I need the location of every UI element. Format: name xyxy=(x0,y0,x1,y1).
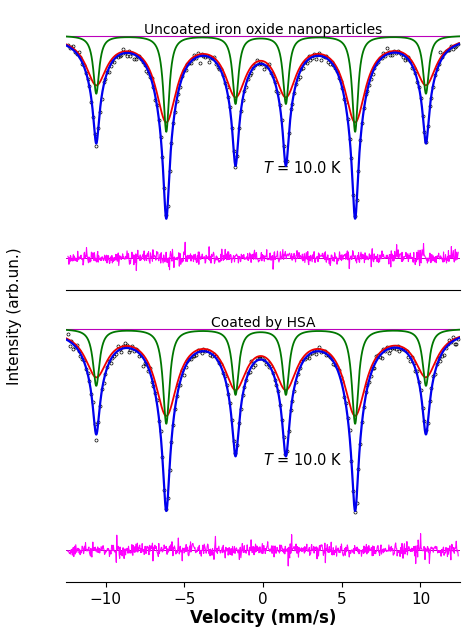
Text: Coated by HSA: Coated by HSA xyxy=(211,316,315,330)
Text: Intensity (arb.un.): Intensity (arb.un.) xyxy=(7,248,22,385)
Text: Velocity (mm/s): Velocity (mm/s) xyxy=(190,609,336,627)
Text: $\it{T}$ = 10.0 K: $\it{T}$ = 10.0 K xyxy=(263,160,342,175)
Text: Uncoated iron oxide nanoparticles: Uncoated iron oxide nanoparticles xyxy=(144,23,382,37)
Text: $\it{T}$ = 10.0 K: $\it{T}$ = 10.0 K xyxy=(263,452,342,468)
